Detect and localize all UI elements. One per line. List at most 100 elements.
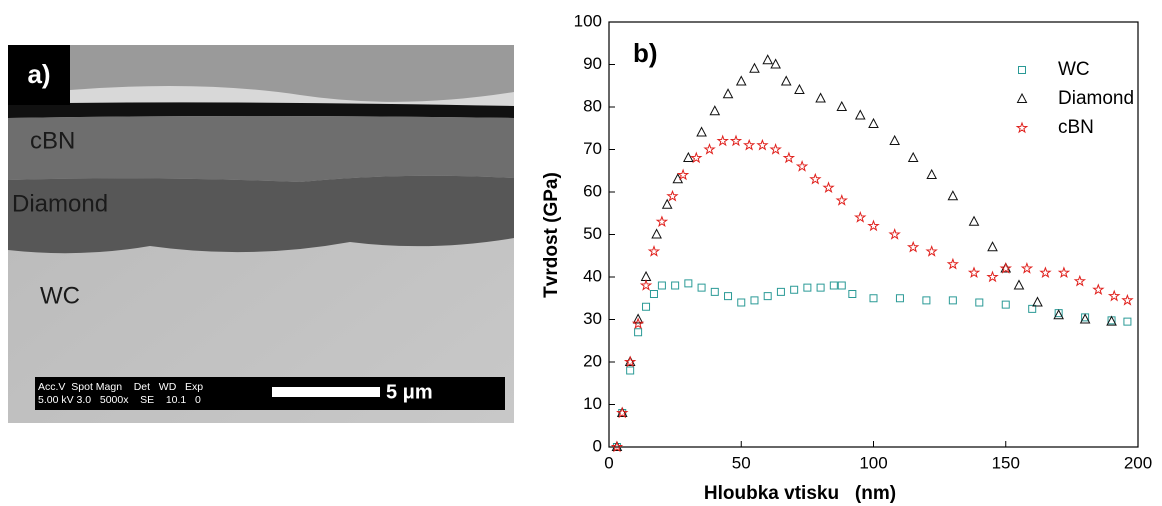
data-point [926, 168, 938, 179]
data-point [722, 88, 734, 99]
data-point [835, 193, 848, 206]
data-point [624, 355, 636, 366]
data-point [829, 281, 838, 290]
x-tick-label: 100 [859, 453, 887, 472]
data-point [690, 151, 703, 164]
data-point [769, 142, 782, 155]
legend-marker [1015, 121, 1029, 134]
panel-label-box [8, 45, 70, 105]
plot-frame [608, 21, 1139, 448]
panel-label: a) [27, 59, 50, 89]
data-point [854, 210, 867, 223]
x-tick-label: 150 [992, 453, 1020, 472]
data-point [795, 159, 809, 172]
data-point [780, 75, 792, 86]
data-point [1020, 261, 1034, 274]
info-bar [35, 377, 505, 410]
y-tick-label: 10 [583, 394, 602, 413]
y-tick-label: 0 [593, 436, 602, 455]
data-point [816, 283, 825, 292]
scale-label: 5 μm [386, 381, 433, 403]
data-point [703, 142, 716, 155]
data-point [696, 126, 707, 137]
info-values: 5.00 kV 3.0 5000x SE 10.1 0 [38, 394, 201, 406]
data-point [986, 270, 999, 283]
data-point [1032, 296, 1043, 307]
data-point [729, 134, 743, 147]
chart-title: b) [633, 38, 658, 68]
data-point [987, 241, 998, 252]
data-point [762, 54, 774, 65]
data-point [854, 109, 866, 120]
data-point [946, 257, 959, 270]
data-point [642, 302, 651, 311]
x-tick-label: 0 [604, 453, 613, 472]
y-tick-label: 30 [583, 309, 602, 328]
data-point [724, 292, 733, 301]
data-point [671, 281, 680, 290]
data-point [709, 105, 721, 116]
legend-marker [1016, 92, 1028, 103]
data-point [666, 189, 679, 202]
legend-label: Diamond [1058, 88, 1134, 109]
data-point [1123, 317, 1132, 326]
data-point [837, 281, 846, 290]
data-point [1001, 300, 1010, 309]
data-point [1106, 315, 1117, 326]
layer-label: WC [40, 282, 80, 309]
layer-label: Diamond [12, 190, 108, 217]
data-point [1107, 289, 1121, 302]
y-tick-label: 20 [583, 351, 602, 370]
data-point [661, 198, 673, 209]
data-point [1000, 262, 1012, 273]
data-point [684, 279, 693, 288]
data-point [710, 287, 719, 296]
data-point [1092, 283, 1105, 296]
data-point [735, 75, 747, 86]
layer-label: cBN [30, 127, 75, 154]
legend-marker [1018, 66, 1026, 74]
data-point [756, 138, 769, 151]
y-axis-label: Tvrdost (GPa) [541, 172, 562, 298]
data-point [626, 366, 635, 375]
y-tick-label: 90 [583, 54, 602, 73]
data-point [657, 281, 666, 290]
cbn-layer [8, 116, 514, 182]
diamond-layer [8, 175, 514, 254]
data-point [632, 313, 644, 324]
data-point [616, 406, 628, 417]
sem-image: a) cBN Diamond WC Acc.V Spot Magn Det WD… [8, 45, 514, 423]
data-point [803, 283, 812, 292]
data-point [1053, 309, 1064, 320]
data-point [1028, 304, 1037, 313]
data-point [610, 440, 624, 453]
info-header: Acc.V Spot Magn Det WD Exp [38, 381, 203, 393]
data-point [737, 298, 746, 307]
data-point [742, 138, 756, 151]
data-point [770, 58, 781, 69]
data-point [947, 190, 959, 201]
data-point [683, 151, 694, 162]
data-point [749, 62, 760, 73]
data-point [907, 151, 919, 162]
data-point [809, 172, 822, 185]
x-tick-label: 200 [1124, 453, 1152, 472]
data-point [836, 100, 848, 111]
data-point [867, 219, 880, 232]
data-point [790, 285, 799, 294]
legend-label: WC [1058, 59, 1090, 80]
scale-bar [272, 387, 380, 397]
crack [8, 102, 514, 118]
y-tick-label: 70 [583, 139, 602, 158]
data-point [763, 292, 772, 301]
data-point [925, 244, 938, 257]
data-point [651, 228, 662, 239]
data-point [1073, 274, 1087, 287]
data-point [776, 287, 785, 296]
legend-label: cBN [1058, 117, 1094, 138]
data-point [815, 92, 826, 103]
data-point [999, 261, 1012, 274]
data-point [888, 227, 901, 240]
